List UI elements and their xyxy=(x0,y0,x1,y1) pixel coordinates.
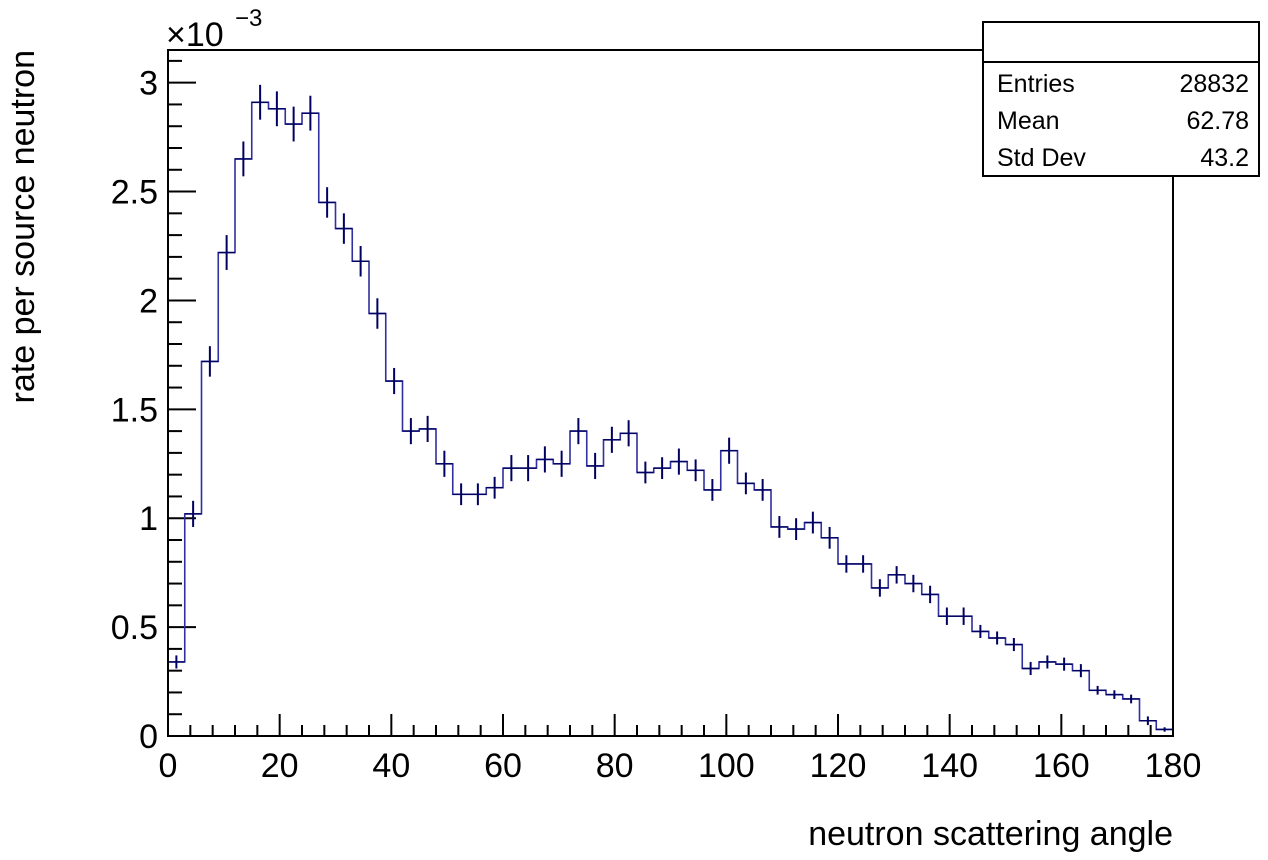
y-tick-label: 2 xyxy=(139,282,158,320)
stats-entries-value: 28832 xyxy=(1179,70,1249,98)
y-tick-label: 0 xyxy=(139,718,158,756)
y-scale-exponent: −3 xyxy=(235,5,262,32)
y-scale-label: ×10 xyxy=(166,16,224,54)
y-tick-label: 0.5 xyxy=(111,609,158,647)
axes-layer xyxy=(167,59,1174,737)
stats-stddev-value: 43.2 xyxy=(1200,144,1249,172)
y-tick-label: 1 xyxy=(139,500,158,538)
x-axis-title: neutron scattering angle xyxy=(808,815,1173,853)
stats-box-frame xyxy=(982,21,1260,177)
stats-stddev-label: Std Dev xyxy=(997,144,1086,172)
y-axis-title: rate per source neutron xyxy=(4,50,42,403)
x-tick-label: 180 xyxy=(1145,747,1202,785)
y-tick-label: 1.5 xyxy=(111,391,158,429)
x-tick-label: 120 xyxy=(810,747,867,785)
x-tick-label: 20 xyxy=(261,747,299,785)
x-tick-label: 0 xyxy=(159,747,178,785)
x-tick-label: 40 xyxy=(372,747,410,785)
labels-layer: 0 20 40 60 80 100 120 140 160 180 0 0.5 1 1.5 2 2.5 3 xyxy=(111,65,1202,785)
error-bar-layer xyxy=(168,84,1173,732)
x-tick-label: 160 xyxy=(1033,747,1090,785)
x-tick-label: 80 xyxy=(596,747,634,785)
stats-box: Entries 28832 Mean 62.78 Std Dev 43.2 xyxy=(982,21,1260,177)
stats-mean-label: Mean xyxy=(997,107,1060,135)
x-tick-label: 140 xyxy=(921,747,978,785)
stats-entries-label: Entries xyxy=(997,70,1075,98)
x-tick-label: 60 xyxy=(484,747,522,785)
y-tick-label: 3 xyxy=(139,65,158,103)
y-scale-multiplier: ×10 −3 xyxy=(166,5,262,54)
x-tick-label: 100 xyxy=(698,747,755,785)
plot-frame xyxy=(167,49,1174,737)
stats-mean-value: 62.78 xyxy=(1186,107,1249,135)
y-tick-label: 2.5 xyxy=(111,174,158,212)
